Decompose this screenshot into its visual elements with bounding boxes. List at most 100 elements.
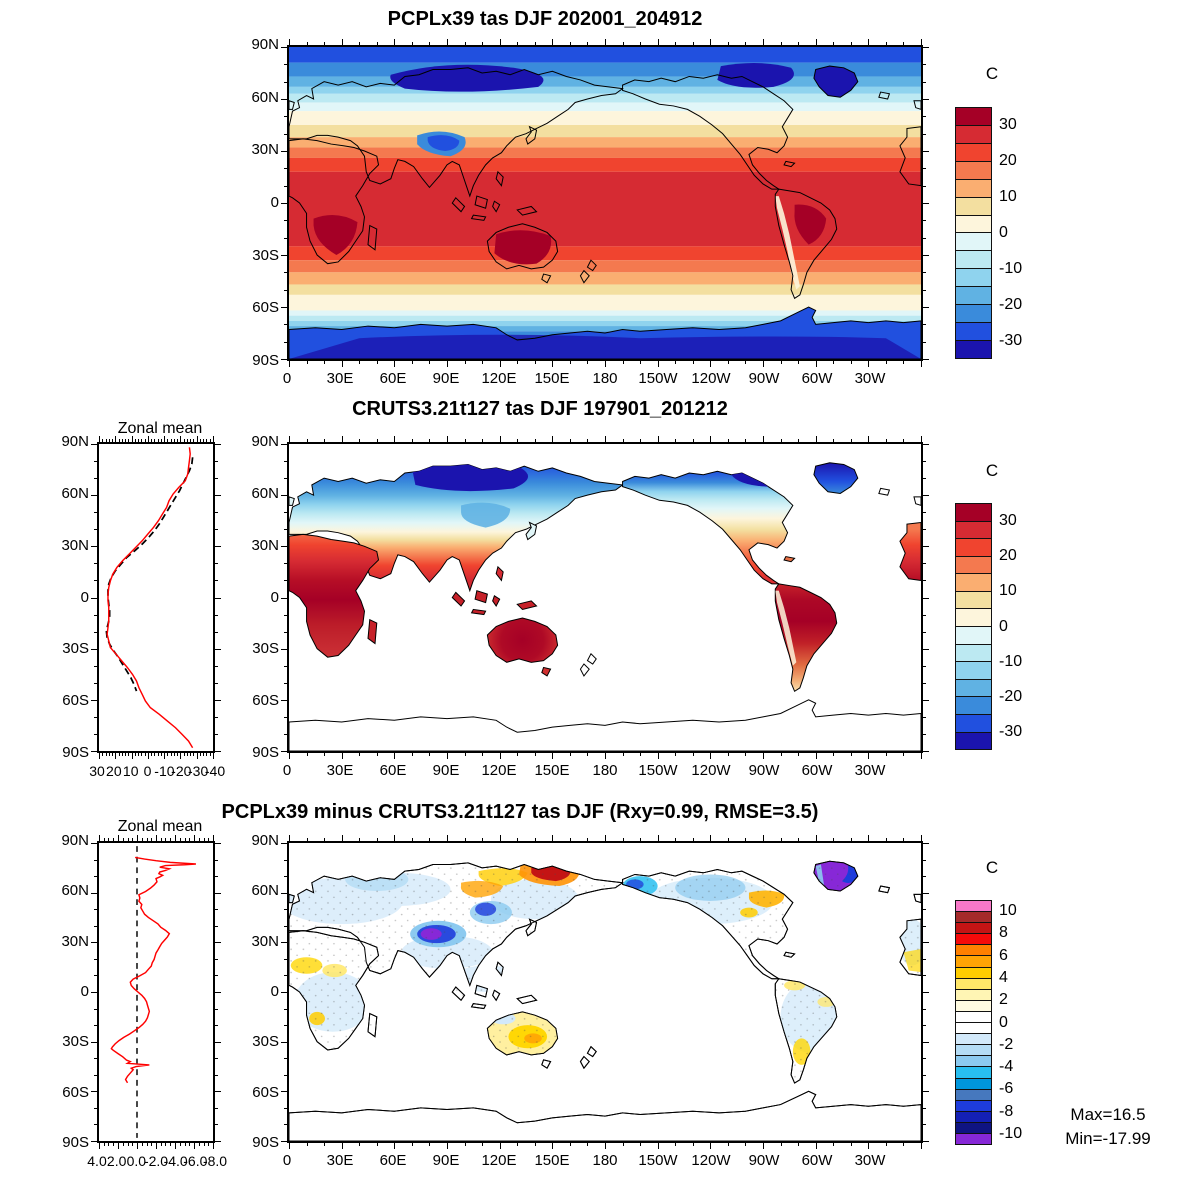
axis-tick bbox=[675, 1141, 677, 1146]
axis-tick bbox=[213, 1141, 214, 1149]
zonal-x-tick-label: -10 bbox=[154, 763, 175, 779]
axis-tick bbox=[213, 859, 218, 861]
axis-tick bbox=[284, 1058, 289, 1060]
axis-tick bbox=[281, 306, 289, 308]
model-map-canvas bbox=[289, 47, 921, 359]
axis-tick bbox=[118, 835, 119, 843]
axis-tick bbox=[190, 751, 192, 756]
lat-tick-label: 30N bbox=[251, 536, 279, 554]
axis-tick bbox=[121, 751, 123, 756]
colorbar-segment bbox=[956, 1033, 991, 1045]
axis-tick bbox=[213, 1107, 218, 1109]
colorbar-segment bbox=[956, 933, 991, 945]
axis-tick bbox=[921, 444, 929, 445]
axis-tick bbox=[183, 439, 185, 444]
axis-tick bbox=[324, 42, 326, 47]
axis-tick bbox=[657, 39, 659, 47]
axis-tick bbox=[885, 1141, 887, 1146]
lon-tick-label: 30E bbox=[326, 762, 354, 779]
axis-tick bbox=[91, 444, 99, 445]
axis-tick bbox=[127, 1141, 129, 1146]
axis-tick bbox=[180, 751, 182, 759]
axis-tick bbox=[394, 436, 396, 444]
colorbar-difference bbox=[955, 900, 992, 1145]
colorbar-segment bbox=[956, 286, 991, 305]
axis-tick bbox=[209, 751, 211, 756]
lon-tick-label: 30E bbox=[326, 1152, 354, 1169]
axis-tick bbox=[587, 42, 589, 47]
axis-tick bbox=[284, 133, 289, 135]
zonal-x-tick-label: 0.0 bbox=[126, 1153, 147, 1169]
axis-tick bbox=[657, 436, 659, 444]
axis-tick bbox=[727, 1141, 729, 1146]
axis-tick bbox=[91, 495, 99, 497]
axis-tick bbox=[289, 39, 290, 47]
axis-tick bbox=[160, 1141, 162, 1146]
axis-tick bbox=[482, 751, 484, 756]
axis-tick bbox=[183, 751, 185, 756]
axis-tick bbox=[94, 512, 99, 514]
axis-tick bbox=[921, 359, 929, 360]
axis-tick bbox=[675, 359, 677, 364]
axis-tick bbox=[885, 42, 887, 47]
axis-tick bbox=[921, 185, 926, 187]
axis-tick bbox=[921, 1025, 926, 1027]
axis-tick bbox=[91, 992, 99, 993]
lon-tick-label: 60W bbox=[801, 370, 833, 387]
axis-tick bbox=[921, 631, 926, 633]
axis-tick bbox=[213, 942, 221, 944]
axis-tick bbox=[763, 436, 764, 444]
axis-tick bbox=[146, 838, 148, 843]
axis-tick bbox=[815, 1141, 817, 1149]
lon-tick-label: 120E bbox=[481, 1152, 517, 1169]
axis-tick bbox=[284, 478, 289, 480]
axis-tick bbox=[868, 1141, 870, 1149]
axis-tick bbox=[108, 838, 110, 843]
axis-tick bbox=[569, 1141, 571, 1146]
colorbar-segment bbox=[956, 178, 991, 197]
axis-tick bbox=[213, 892, 221, 894]
axis-tick bbox=[921, 859, 926, 861]
axis-tick bbox=[464, 359, 466, 364]
axis-tick bbox=[138, 439, 140, 444]
axis-tick bbox=[94, 1124, 99, 1126]
axis-tick bbox=[281, 699, 289, 701]
zonal-x-tick-label: 0 bbox=[143, 763, 152, 779]
axis-tick bbox=[94, 478, 99, 480]
zonal-x-tick-label: 4.0 bbox=[87, 1153, 107, 1169]
axis-tick bbox=[833, 439, 835, 444]
lon-tick-label: 60E bbox=[379, 370, 407, 387]
axis-tick bbox=[167, 439, 169, 444]
axis-tick bbox=[745, 439, 747, 444]
colorbar-tick-label: 8 bbox=[999, 924, 1008, 942]
zonal-mean-lines-obs bbox=[105, 447, 194, 749]
axis-tick bbox=[763, 359, 764, 367]
axis-tick bbox=[359, 1141, 361, 1146]
axis-tick bbox=[921, 1124, 926, 1126]
axis-tick bbox=[206, 439, 208, 444]
axis-tick bbox=[91, 843, 99, 844]
axis-tick bbox=[94, 876, 99, 878]
axis-tick bbox=[284, 341, 289, 343]
axis-tick bbox=[121, 439, 123, 444]
colorbar-tick-label: 0 bbox=[999, 224, 1008, 241]
axis-tick bbox=[534, 42, 536, 47]
colorbar-segment bbox=[956, 1066, 991, 1078]
axis-tick bbox=[921, 39, 922, 47]
axis-tick bbox=[675, 42, 677, 47]
axis-tick bbox=[921, 306, 929, 308]
axis-tick bbox=[341, 1141, 343, 1149]
axis-tick bbox=[189, 838, 191, 843]
axis-tick bbox=[605, 359, 606, 367]
colorbar-tick-label: -6 bbox=[999, 1080, 1014, 1098]
axis-tick bbox=[727, 751, 729, 756]
axis-tick bbox=[622, 838, 624, 843]
lon-tick-label: 90W bbox=[748, 762, 780, 779]
axis-tick bbox=[499, 1141, 501, 1149]
axis-tick bbox=[213, 478, 218, 480]
lon-tick-label: 60W bbox=[801, 762, 833, 779]
axis-tick bbox=[921, 958, 926, 960]
axis-tick bbox=[464, 439, 466, 444]
axis-tick bbox=[284, 220, 289, 222]
axis-tick bbox=[605, 436, 606, 444]
